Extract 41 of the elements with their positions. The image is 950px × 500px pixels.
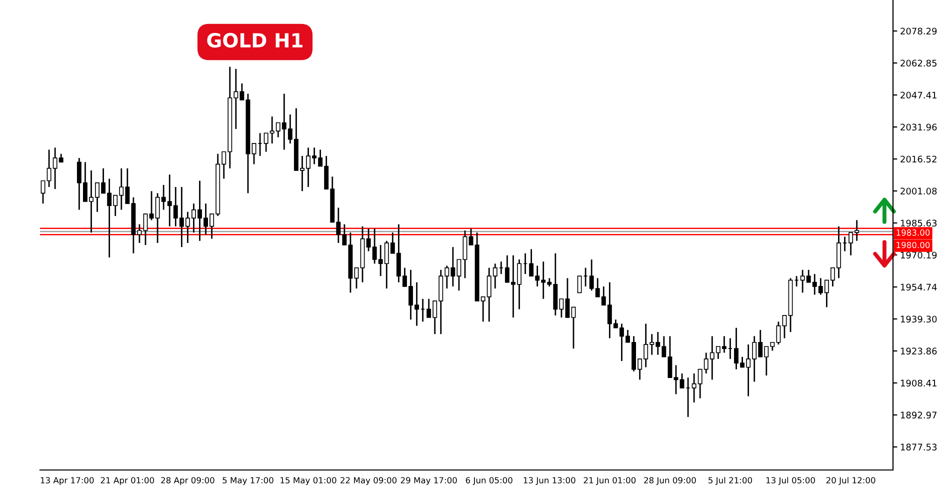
x-tick-label: 22 May 09:00 bbox=[340, 477, 397, 486]
candlestick bbox=[468, 228, 474, 246]
x-tick-label: 20 Jul 12:00 bbox=[826, 476, 876, 485]
y-tick-label: 1939.30 bbox=[900, 316, 937, 323]
y-tick-label: 2078.29 bbox=[900, 28, 937, 35]
x-tick-label: 21 Jun 01:00 bbox=[584, 477, 636, 485]
candlestick bbox=[354, 267, 359, 290]
x-tick-label: 13 Jul 05:00 bbox=[766, 476, 815, 485]
candlestick bbox=[674, 364, 678, 395]
x-tick-label: 29 May 17:00 bbox=[400, 477, 457, 486]
candlestick bbox=[252, 142, 256, 165]
x-tick-label: 5 Jul 21:00 bbox=[708, 476, 752, 485]
y-tick-label: 2016.52 bbox=[900, 156, 936, 163]
x-tick-label: 5 May 17:00 bbox=[222, 477, 274, 486]
y-tick-label: 2001.08 bbox=[900, 188, 937, 195]
candlestick bbox=[143, 213, 148, 246]
y-tick-label: 1892.97 bbox=[900, 412, 937, 419]
x-tick-label: 28 Jun 09:00 bbox=[644, 477, 696, 485]
text: GOLD H1 bbox=[207, 32, 302, 48]
ref-line-label: 1983.00 bbox=[896, 229, 930, 236]
legend-label: 1980.00 bbox=[896, 242, 930, 248]
candlestick bbox=[462, 230, 468, 279]
x-tick-label: 15 May 01:00 bbox=[280, 477, 336, 486]
y-tick-label: 1923.86 bbox=[900, 348, 937, 355]
x-tick-label: 28 Apr 09:00 bbox=[161, 477, 214, 486]
x-tick-label: 6 Jun 05:00 bbox=[466, 477, 512, 485]
candlestick bbox=[680, 372, 684, 389]
y-tick-label: 1970.19 bbox=[900, 252, 937, 259]
y-tick-label: 1908.41 bbox=[900, 380, 936, 387]
y-tick-label: 1985.63 bbox=[900, 220, 937, 227]
x-tick-label: 13 Apr 17:00 bbox=[40, 477, 94, 486]
y-tick-label: 2031.96 bbox=[900, 124, 937, 131]
candlestick bbox=[571, 306, 576, 350]
y-tick-label: 2047.41 bbox=[900, 92, 936, 99]
y-tick-label: 1954.74 bbox=[900, 284, 937, 291]
y-tick-label: 1877.53 bbox=[900, 444, 937, 450]
x-tick-label: 13 Jun 13:00 bbox=[524, 477, 576, 485]
x-tick-label: 21 Apr 01:00 bbox=[100, 477, 154, 486]
candlestick bbox=[782, 314, 787, 339]
candlestick bbox=[149, 190, 154, 221]
y-tick-label: 2062.85 bbox=[900, 60, 936, 67]
